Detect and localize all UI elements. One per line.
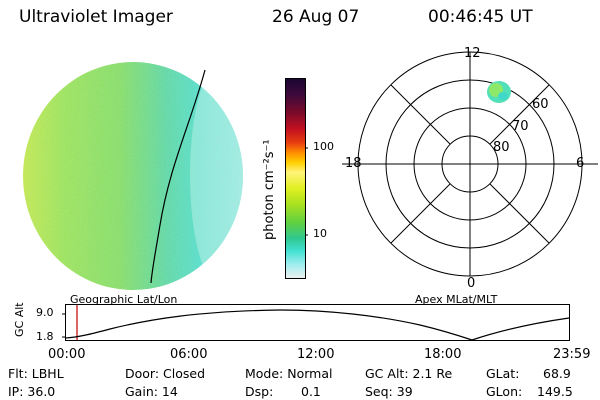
altitude-plot	[62, 304, 570, 341]
image-caption: Geographic Lat/Lon	[70, 293, 178, 306]
time-tick-1200: 12:00	[297, 347, 335, 362]
polar-plot	[342, 51, 598, 277]
auroral-image	[23, 62, 243, 290]
door-info: Door: Closed	[125, 366, 206, 381]
instrument-title: Ultraviolet Imager	[19, 7, 173, 27]
glat-value: 68.9	[543, 366, 571, 381]
dsp-value: 0.1	[301, 384, 321, 399]
colorbar-unit-label: photon cm⁻²s⁻¹	[262, 139, 277, 240]
terminator-line	[150, 69, 206, 284]
colorbar-tick-10: 10	[313, 227, 327, 240]
glat-label: GLat:	[486, 366, 520, 381]
colorbar	[285, 78, 308, 279]
mlt-label-18: 18	[345, 156, 362, 171]
mode-info: Mode: Normal	[245, 366, 333, 381]
gain-info: Gain: 14	[125, 384, 178, 399]
time-tick-1800: 18:00	[424, 347, 462, 362]
altitude-ytick-9: 9.0	[36, 306, 54, 319]
mlt-label-12: 12	[464, 46, 481, 61]
altitude-ytick-1-8: 1.8	[36, 330, 54, 343]
altitude-plot-frame	[65, 304, 570, 341]
glon-label: GLon:	[486, 384, 523, 399]
altitude-curve	[65, 309, 570, 341]
time-label: 00:46:45 UT	[428, 7, 533, 27]
gc-alt-info: GC Alt: 2.1 Re	[365, 366, 453, 381]
lat-label-80: 80	[493, 140, 510, 155]
flt-info: Flt: LBHL	[8, 366, 64, 381]
glon-value: 149.5	[537, 384, 573, 399]
time-tick-0000: 00:00	[48, 347, 86, 362]
mlt-label-6: 6	[576, 156, 585, 171]
ip-info: IP: 36.0	[8, 384, 56, 399]
mlt-label-0: 0	[467, 276, 476, 291]
lat-label-60: 60	[532, 97, 549, 112]
seq-info: Seq: 39	[365, 384, 413, 399]
lat-label-70: 70	[512, 119, 529, 134]
time-tick-2359: 23:59	[553, 347, 591, 362]
colorbar-tick-100: 100	[313, 140, 334, 153]
date-label: 26 Aug 07	[272, 7, 360, 27]
altitude-ylabel: GC Alt	[13, 302, 26, 337]
polar-caption: Apex MLat/MLT	[415, 293, 498, 306]
dsp-label: Dsp:	[245, 384, 274, 399]
aurora-blob	[487, 81, 511, 103]
time-tick-0600: 06:00	[170, 347, 208, 362]
